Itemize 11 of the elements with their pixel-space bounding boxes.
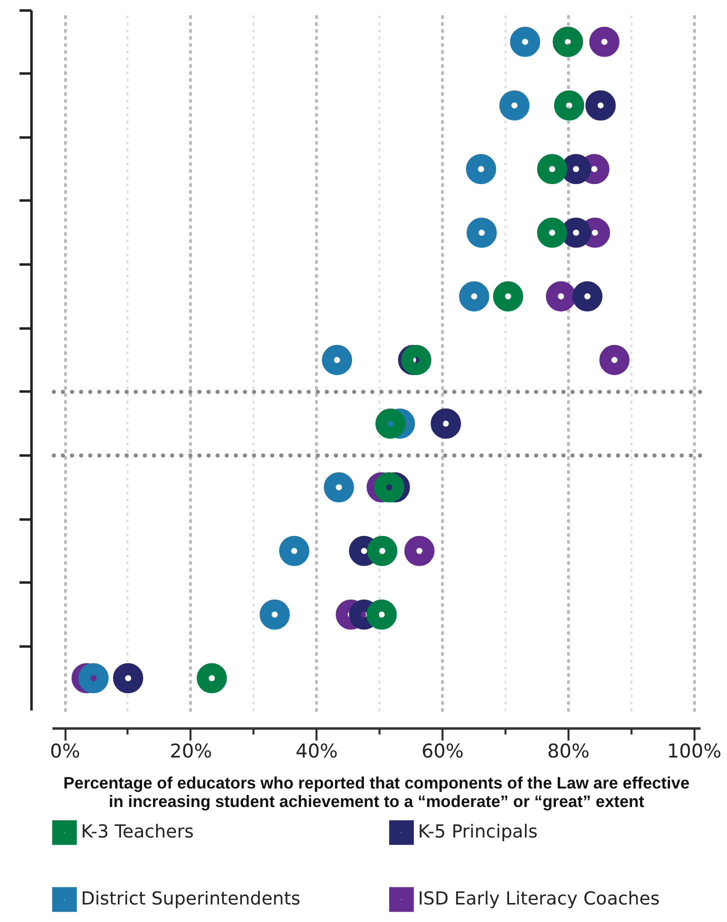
- x-tick-label: 0%: [50, 740, 80, 762]
- legend-label: ISD Early Literacy Coaches: [418, 888, 660, 910]
- x-tick-label: 20%: [170, 740, 212, 762]
- legend-label: K-3 Teachers: [81, 822, 194, 843]
- legend-label: K-5 Principals: [418, 822, 538, 843]
- legend-label: District Superintendents: [81, 888, 300, 910]
- x-tick-label: 100%: [667, 740, 722, 762]
- x-tick-label: 40%: [296, 740, 338, 762]
- x-axis-title: Percentage of educators who reported that components of the Law are effective in increasing student achievement to a “moderate” or “great” extent: [63, 774, 690, 811]
- x-tick-label: 80%: [547, 740, 590, 762]
- x-tick-label: 60%: [421, 740, 464, 762]
